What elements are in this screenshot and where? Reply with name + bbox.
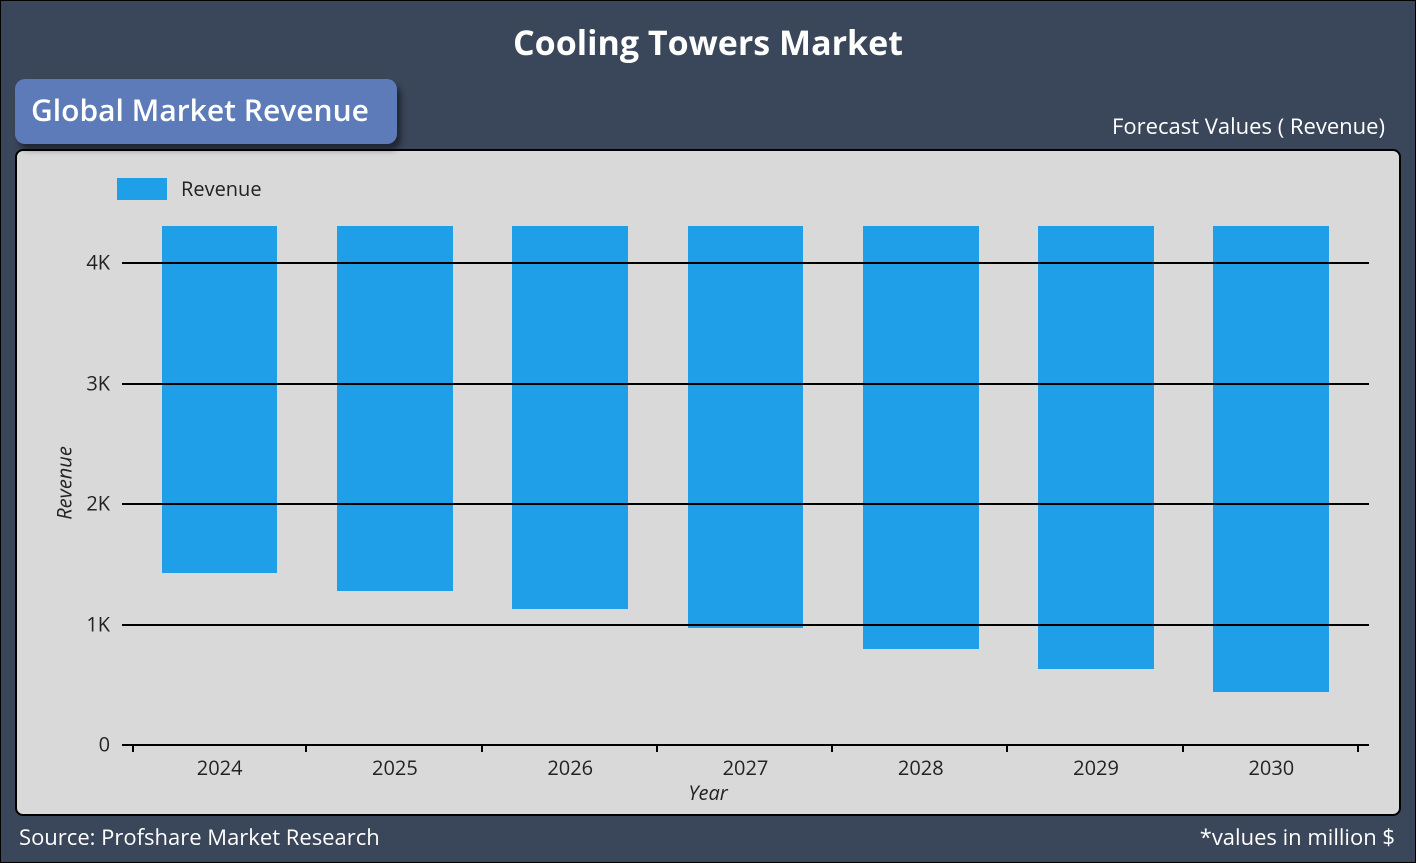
y-tick-label: 2K [86,490,110,517]
plot-frame: Revenue Revenue Year 2024202520262027202… [15,149,1401,816]
legend-swatch [117,178,167,200]
y-tick-label: 4K [86,249,110,276]
gridline [122,624,1369,626]
bar-slot: 2025 [307,226,482,744]
subtitle-badge: Global Market Revenue [15,79,397,144]
x-axis-title: Year [688,779,727,806]
gridline [122,744,1369,746]
chart-container: Cooling Towers Market Global Market Reve… [0,0,1416,863]
bar [162,226,278,573]
bar-slot: 2030 [1184,226,1359,744]
x-tick-label: 2030 [1248,754,1294,781]
footer-note: *values in million $ [1200,822,1395,852]
bar-slot: 2028 [833,226,1008,744]
bar-slot: 2027 [658,226,833,744]
footer-source: Source: Profshare Market Research [19,822,380,852]
bar-slot: 2024 [132,226,307,744]
legend-label: Revenue [181,175,262,202]
y-tick-label: 3K [86,369,110,396]
x-tick-label: 2027 [723,754,769,781]
bar [512,226,628,609]
x-tick-label: 2029 [1073,754,1119,781]
chart-title: Cooling Towers Market [1,1,1415,65]
x-tick-label: 2026 [547,754,593,781]
x-tick-label: 2025 [372,754,418,781]
gridline [122,262,1369,264]
bar-slot: 2029 [1008,226,1183,744]
x-tick-label: 2028 [898,754,944,781]
y-tick-label: 0 [99,731,110,758]
bar-slot: 2026 [483,226,658,744]
bar [1213,226,1329,692]
y-tick-label: 1K [86,610,110,637]
bar [688,226,804,628]
bar [337,226,453,591]
bar [1038,226,1154,669]
gridline [122,503,1369,505]
plot-area: 2024202520262027202820292030 01K2K3K4K [122,226,1369,744]
legend: Revenue [117,175,262,202]
forecast-label: Forecast Values ( Revenue) [1112,111,1385,141]
bar [863,226,979,649]
bars-container: 2024202520262027202820292030 [122,226,1369,744]
gridline [122,383,1369,385]
y-axis-title: Revenue [50,446,77,520]
x-tick-label: 2024 [197,754,243,781]
